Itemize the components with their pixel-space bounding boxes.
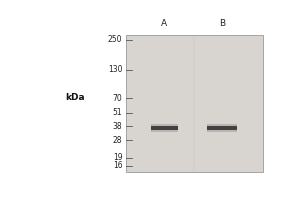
Text: 130: 130 <box>108 65 122 74</box>
Bar <box>151 126 178 130</box>
Text: kDa: kDa <box>65 93 85 102</box>
Bar <box>207 126 237 130</box>
Text: 28: 28 <box>113 136 122 145</box>
Bar <box>126 35 263 172</box>
Bar <box>151 124 178 132</box>
Text: A: A <box>161 19 167 28</box>
Text: 51: 51 <box>113 108 122 117</box>
Text: 38: 38 <box>113 122 122 131</box>
Text: 250: 250 <box>108 35 122 44</box>
Bar <box>207 124 237 132</box>
Text: 16: 16 <box>113 161 122 170</box>
Text: 70: 70 <box>112 94 122 103</box>
Text: 19: 19 <box>113 153 122 162</box>
Text: B: B <box>219 19 225 28</box>
